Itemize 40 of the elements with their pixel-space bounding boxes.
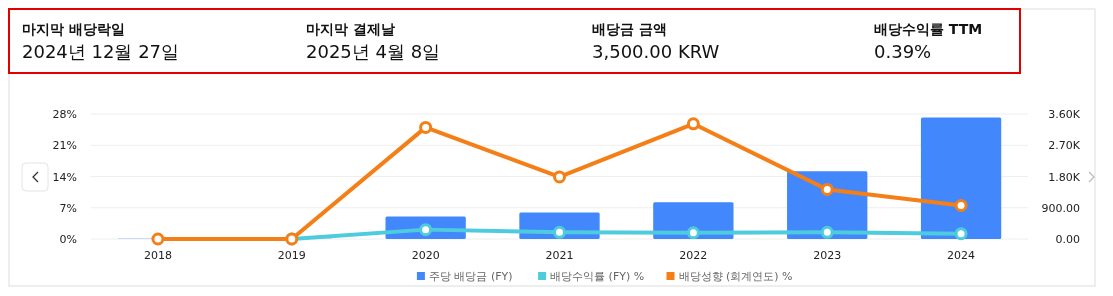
text: 2025년 4월 8일 [306, 41, 441, 62]
y-tick-label: 21% [52, 139, 77, 153]
legend-label: 배당성향 (회계연도) % [678, 270, 793, 283]
y-tick-label: 0% [59, 233, 77, 246]
point [820, 225, 834, 239]
x-tick-label: 2023 [813, 249, 842, 262]
y2-tick-label: 1.80K [1048, 170, 1081, 184]
bar [920, 117, 1002, 239]
x-tick-label: 2022 [679, 249, 708, 262]
y-tick-label: 28% [52, 108, 77, 121]
point [954, 199, 968, 213]
point [553, 225, 566, 239]
text: 2024년 12월 27일 [22, 41, 180, 62]
point [419, 120, 433, 134]
y-tick-label: 14% [52, 170, 77, 184]
y2-tick-label: 2.70K [1048, 139, 1081, 153]
x-tick-label: 2020 [411, 249, 440, 262]
y2-tick-label: 3.60K [1048, 108, 1081, 121]
y2-tick-label: 900.00 [1041, 201, 1080, 215]
text: 3,500.00 KRW [592, 41, 720, 62]
x-tick-label: 2019 [277, 249, 306, 262]
y-tick-label: 7% [59, 201, 77, 215]
point [820, 182, 834, 196]
legend-label: 배당수익률 (FY) % [550, 270, 645, 283]
point [151, 232, 165, 246]
x-tick-label: 2021 [545, 249, 574, 262]
text: 배당수익률 TTM [874, 21, 983, 37]
legend-label: 주당 배당금 (FY) [428, 270, 513, 283]
point [553, 170, 566, 184]
text: 배당금 금액 [592, 21, 667, 37]
y2-tick-label: 0.00 [1055, 233, 1080, 246]
text: 마지막 결제날 [306, 21, 395, 37]
text: 0.39% [874, 41, 932, 62]
point [954, 227, 968, 241]
x-tick-label: 2018 [143, 249, 172, 262]
text: 마지막 배당락일 [22, 21, 125, 37]
x-tick-label: 2024 [947, 249, 976, 262]
point [419, 223, 433, 237]
point [686, 226, 700, 240]
point [686, 117, 700, 131]
